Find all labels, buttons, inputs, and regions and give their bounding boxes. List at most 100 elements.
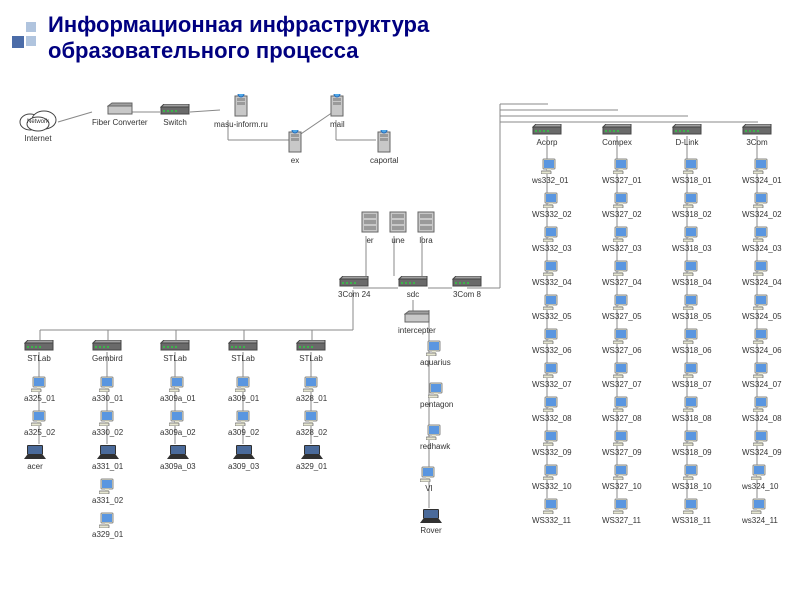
node-label: pentagon [420,400,453,409]
node-label: Gembird [92,354,123,363]
node-ws332_01: ws332_01 [532,158,568,185]
node-WS318_07: WS318_07 [672,362,712,389]
node-label: WS324_05 [742,312,782,321]
node-label: WS327_10 [602,482,642,491]
node-a331_01: a331_01 [92,444,123,471]
node-WS327_08: WS327_08 [602,396,642,423]
node-label: Switch [160,118,190,127]
node-intercepter: intercepter [398,310,436,335]
node-label: STLab [296,354,326,363]
node-label: a330_01 [92,394,123,403]
node-a328_01: a328_01 [296,376,327,403]
node-sdc: sdc [398,276,428,299]
node-WS327_01: WS327_01 [602,158,642,185]
node-WS318_06: WS318_06 [672,328,712,355]
node-WS332_02: WS332_02 [532,192,572,219]
node-WS327_10: WS327_10 [602,464,642,491]
node-label: WS318_01 [672,176,712,185]
node-label: acer [24,462,46,471]
node-label: a331_01 [92,462,123,471]
node-dlink: D-Link [672,124,702,147]
node-label: 3Com [742,138,772,147]
node-WS324_08: WS324_08 [742,396,782,423]
node-3com24: 3Com 24 [338,276,370,299]
node-label: intercepter [398,326,436,335]
node-pentagon: pentagon [420,382,453,409]
node-label: WS327_01 [602,176,642,185]
node-WS327_05: WS327_05 [602,294,642,321]
node-label: 3Com 24 [338,290,370,299]
node-WS324_06: WS324_06 [742,328,782,355]
node-acorp: Acorp [532,124,562,147]
node-label: WS324_07 [742,380,782,389]
node-label: WS318_04 [672,278,712,287]
node-label: WS324_03 [742,244,782,253]
node-label: une [388,236,408,245]
node-label: WS327_02 [602,210,642,219]
node-label: 3Com 8 [452,290,482,299]
node-WS332_11: WS332_11 [532,498,571,525]
node-label: lora [416,236,436,245]
node-WS332_08: WS332_08 [532,396,572,423]
node-stlab3: STLab [228,340,258,363]
node-label: WS324_01 [742,176,782,185]
node-stlab4: STLab [296,340,326,363]
node-label: redhawk [420,442,450,451]
node-label: STLab [228,354,258,363]
node-label: a309a_02 [160,428,196,437]
node-label: WS318_06 [672,346,712,355]
node-label: a309_01 [228,394,259,403]
node-label: masu-inform.ru [214,120,268,129]
node-mail: mail [330,94,345,129]
node-label: WS327_08 [602,414,642,423]
node-a309a_02: a309a_02 [160,410,196,437]
node-label: a329_01 [296,462,327,471]
node-label: WS332_03 [532,244,572,253]
node-acer: acer [24,444,46,471]
node-switch1: Switch [160,104,190,127]
node-a309_01: a309_01 [228,376,259,403]
node-WS318_02: WS318_02 [672,192,712,219]
network-diagram: NetworkInternetFiber ConverterSwitchmasu… [0,80,800,600]
node-WS324_07: WS324_07 [742,362,782,389]
node-WS318_09: WS318_09 [672,430,712,457]
node-WS327_02: WS327_02 [602,192,642,219]
node-label: STLab [160,354,190,363]
svg-text:Network: Network [27,119,50,125]
node-label: WS332_10 [532,482,572,491]
node-fiber: Fiber Converter [92,102,148,127]
node-label: WS318_11 [672,516,711,525]
node-label: er [360,236,380,245]
node-a331_02: a331_02 [92,478,123,505]
node-label: Fiber Converter [92,118,148,127]
node-WS327_04: WS327_04 [602,260,642,287]
node-a330_01: a330_01 [92,376,123,403]
node-WS318_03: WS318_03 [672,226,712,253]
node-label: a328_02 [296,428,327,437]
node-label: WS318_10 [672,482,712,491]
node-WS332_09: WS332_09 [532,430,572,457]
node-stlab1: STLab [24,340,54,363]
node-WS327_09: WS327_09 [602,430,642,457]
node-WS324_03: WS324_03 [742,226,782,253]
node-er: er [360,210,380,245]
node-a325_02: a325_02 [24,410,55,437]
node-label: WS332_04 [532,278,572,287]
node-label: caportal [370,156,398,165]
node-label: WS318_05 [672,312,712,321]
node-label: WS327_03 [602,244,642,253]
node-label: STLab [24,354,54,363]
node-label: a325_02 [24,428,55,437]
node-caportal: caportal [370,130,398,165]
node-WS318_04: WS318_04 [672,260,712,287]
node-gembird: Gembird [92,340,123,363]
node-label: a325_01 [24,394,55,403]
node-WS332_03: WS332_03 [532,226,572,253]
node-WS327_11: WS327_11 [602,498,641,525]
page-title: Информационная инфраструктура образовате… [48,12,429,65]
node-Rover: Rover [420,508,442,535]
node-compex: Compex [602,124,632,147]
node-label: WS327_09 [602,448,642,457]
node-label: a331_02 [92,496,123,505]
node-3com8: 3Com 8 [452,276,482,299]
